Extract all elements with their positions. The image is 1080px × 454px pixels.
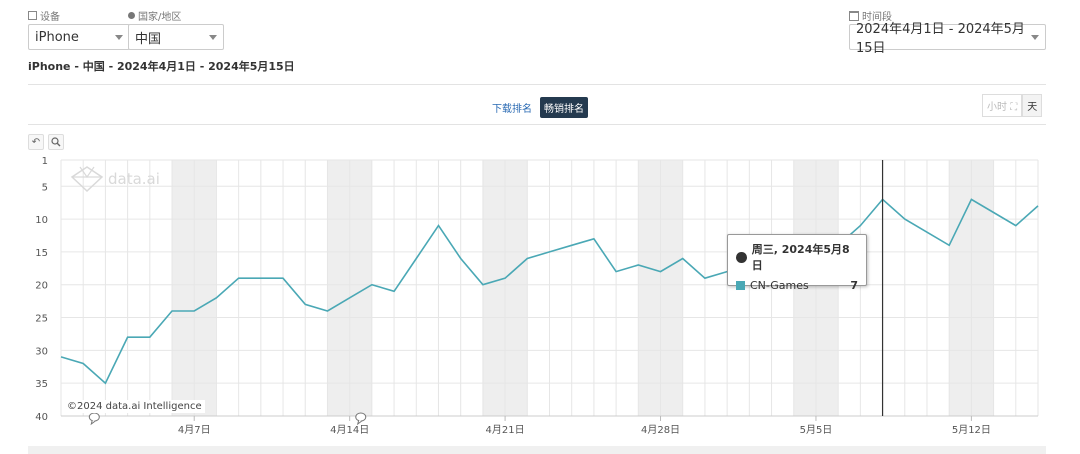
divider	[28, 124, 1046, 125]
globe-icon	[128, 12, 135, 19]
watermark: data.ai	[70, 165, 160, 193]
x-tick-label: 5月5日	[800, 424, 833, 436]
granularity-hour-button[interactable]: 小时 ⛶	[982, 94, 1023, 117]
page-subtitle: iPhone - 中国 - 2024年4月1日 - 2024年5月15日	[28, 60, 295, 73]
bubble-tail	[90, 419, 96, 426]
y-tick-label: 35	[35, 379, 48, 390]
y-tick-label: 5	[42, 182, 48, 193]
checkbox-icon	[28, 11, 37, 20]
chevron-down-icon	[115, 34, 123, 40]
country-label-text: 国家/地区	[138, 12, 182, 23]
lock-icon: ⛶	[1010, 102, 1018, 113]
tooltip-date: 周三, 2024年5月8日	[751, 243, 850, 272]
x-tick-label: 4月7日	[178, 424, 211, 436]
series-lines	[60, 198, 1039, 385]
x-tick-label: 4月28日	[641, 424, 680, 436]
date-label-text: 时间段	[862, 12, 892, 23]
y-tick-label: 30	[35, 346, 48, 357]
undo-icon: ↶	[31, 136, 41, 148]
country-select[interactable]: 中国	[128, 24, 224, 50]
diamond-logo-icon	[70, 166, 104, 193]
y-tick-label: 40	[35, 412, 48, 423]
series-swatch	[736, 281, 745, 290]
bubble-shape	[355, 412, 367, 422]
bubble-tail	[356, 419, 363, 426]
y-tick-label: 1	[42, 156, 48, 167]
event-marker-icon	[88, 412, 100, 426]
reset-zoom-button[interactable]: ↶	[28, 134, 44, 150]
granularity-day-button[interactable]: 天	[1022, 94, 1043, 117]
copyright-text: ©2024 data.ai Intelligence	[64, 400, 205, 413]
tab-download-rank[interactable]: 下载排名	[492, 104, 532, 115]
bubble-shape	[88, 412, 100, 422]
date-range-select[interactable]: 2024年4月1日 - 2024年5月15日	[849, 22, 1046, 56]
rank-tabs: 下载排名 畅销排名	[488, 97, 588, 118]
calendar-icon	[849, 10, 859, 21]
footer-bar	[28, 446, 1046, 454]
device-select-value: iPhone	[35, 29, 79, 45]
granularity-toggle: 小时 ⛶ 天	[982, 94, 1043, 117]
chevron-down-icon	[1031, 34, 1039, 40]
tooltip-series-name: CN-Games	[750, 279, 809, 292]
y-tick-label: 10	[35, 215, 48, 226]
weekend-shading	[172, 160, 994, 416]
y-tick-label: 15	[35, 248, 48, 259]
globe-icon	[736, 251, 747, 263]
chart-tooltip: 周三, 2024年5月8日 CN-Games 7	[727, 234, 867, 292]
y-tick-label: 25	[35, 314, 48, 325]
date-filter-label: 时间段	[849, 8, 892, 23]
y-tick-label: 20	[35, 281, 48, 292]
device-label-text: 设备	[40, 12, 60, 23]
chevron-down-icon	[209, 34, 217, 40]
zoom-icon	[51, 137, 61, 147]
tooltip-value: 7	[850, 279, 858, 292]
x-axis-ticks: 4月7日 4月14日 4月21日 4月28日 5月5日 5月12日	[178, 416, 991, 436]
zoom-button[interactable]	[48, 134, 64, 150]
event-marker-icon	[355, 412, 367, 426]
watermark-text: data.ai	[108, 170, 160, 188]
chart-gridlines	[60, 159, 1039, 417]
granularity-hour-label: 小时	[987, 102, 1007, 113]
divider	[28, 84, 1046, 85]
x-tick-label: 5月12日	[952, 424, 991, 436]
x-tick-label: 4月21日	[486, 424, 525, 436]
event-markers	[88, 412, 367, 426]
device-filter-label: 设备	[28, 8, 60, 23]
country-filter-label: 国家/地区	[128, 8, 181, 23]
series-line-cn-games	[60, 198, 1039, 385]
x-tick-label: 4月14日	[330, 424, 369, 436]
tab-grossing-rank[interactable]: 畅销排名	[540, 97, 588, 118]
country-select-value: 中国	[135, 31, 162, 47]
date-range-value: 2024年4月1日 - 2024年5月15日	[856, 22, 1025, 56]
